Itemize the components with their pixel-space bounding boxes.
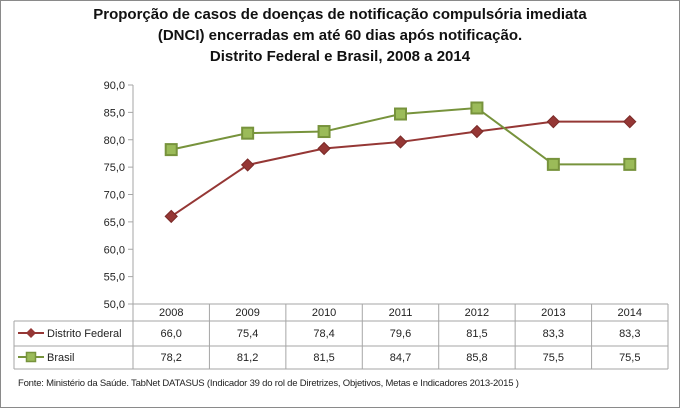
table-value: 85,8 xyxy=(466,352,487,364)
y-tick-label: 50,0 xyxy=(104,299,125,311)
y-tick-label: 85,0 xyxy=(104,107,125,119)
title-line-1: Proporção de casos de doenças de notific… xyxy=(93,6,587,23)
x-tick-label: 2014 xyxy=(618,307,642,319)
data-point-distrito-federal xyxy=(393,135,408,149)
table-value: 83,3 xyxy=(543,328,564,340)
data-point-brasil xyxy=(317,125,331,139)
y-tick-label: 80,0 xyxy=(104,135,125,147)
data-point-brasil xyxy=(546,157,560,171)
legend-label: Distrito Federal xyxy=(47,328,122,340)
data-point-distrito-federal xyxy=(623,114,637,129)
table-value: 78,2 xyxy=(161,352,182,364)
table-value: 66,0 xyxy=(161,328,182,340)
y-tick-label: 75,0 xyxy=(104,162,125,174)
y-tick-label: 90,0 xyxy=(104,80,125,92)
chart-title: Proporção de casos de doenças de notific… xyxy=(0,4,680,67)
data-point-brasil xyxy=(241,126,255,140)
data-point-brasil xyxy=(394,107,407,121)
data-point-distrito-federal xyxy=(470,124,484,139)
data-point-distrito-federal xyxy=(546,114,561,129)
y-tick-label: 55,0 xyxy=(104,272,125,284)
y-tick-label: 65,0 xyxy=(104,217,125,229)
table-value: 79,6 xyxy=(390,328,411,340)
table-value: 75,4 xyxy=(237,328,258,340)
table-value: 78,4 xyxy=(313,328,334,340)
table-value: 81,5 xyxy=(313,352,334,364)
data-point-distrito-federal xyxy=(317,141,331,156)
title-line-3: Distrito Federal e Brasil, 2008 a 2014 xyxy=(209,48,471,65)
x-tick-label: 2013 xyxy=(541,307,565,319)
table-value: 75,5 xyxy=(619,352,640,364)
legend-square-icon xyxy=(25,351,37,363)
source-note: Fonte: Ministério da Saúde. TabNet DATAS… xyxy=(18,378,519,389)
y-tick-label: 70,0 xyxy=(104,190,125,202)
title-line-2: (DNCI) encerradas em até 60 dias após no… xyxy=(157,27,523,44)
legend-diamond-icon xyxy=(26,328,36,338)
y-tick-label: 60,0 xyxy=(104,244,125,256)
data-point-distrito-federal xyxy=(240,158,255,172)
table-value: 75,5 xyxy=(543,352,564,364)
table-value: 81,5 xyxy=(466,328,487,340)
x-tick-label: 2009 xyxy=(235,307,259,319)
x-tick-label: 2012 xyxy=(465,307,489,319)
table-value: 84,7 xyxy=(390,352,411,364)
legend-label: Brasil xyxy=(47,352,75,364)
data-point-brasil xyxy=(623,157,637,171)
table-value: 81,2 xyxy=(237,352,258,364)
data-point-distrito-federal xyxy=(164,209,178,224)
x-tick-label: 2010 xyxy=(312,307,336,319)
x-tick-label: 2008 xyxy=(159,307,183,319)
x-tick-label: 2011 xyxy=(389,307,413,319)
table-value: 83,3 xyxy=(619,328,640,340)
data-point-brasil xyxy=(470,101,484,115)
data-point-brasil xyxy=(164,143,178,157)
